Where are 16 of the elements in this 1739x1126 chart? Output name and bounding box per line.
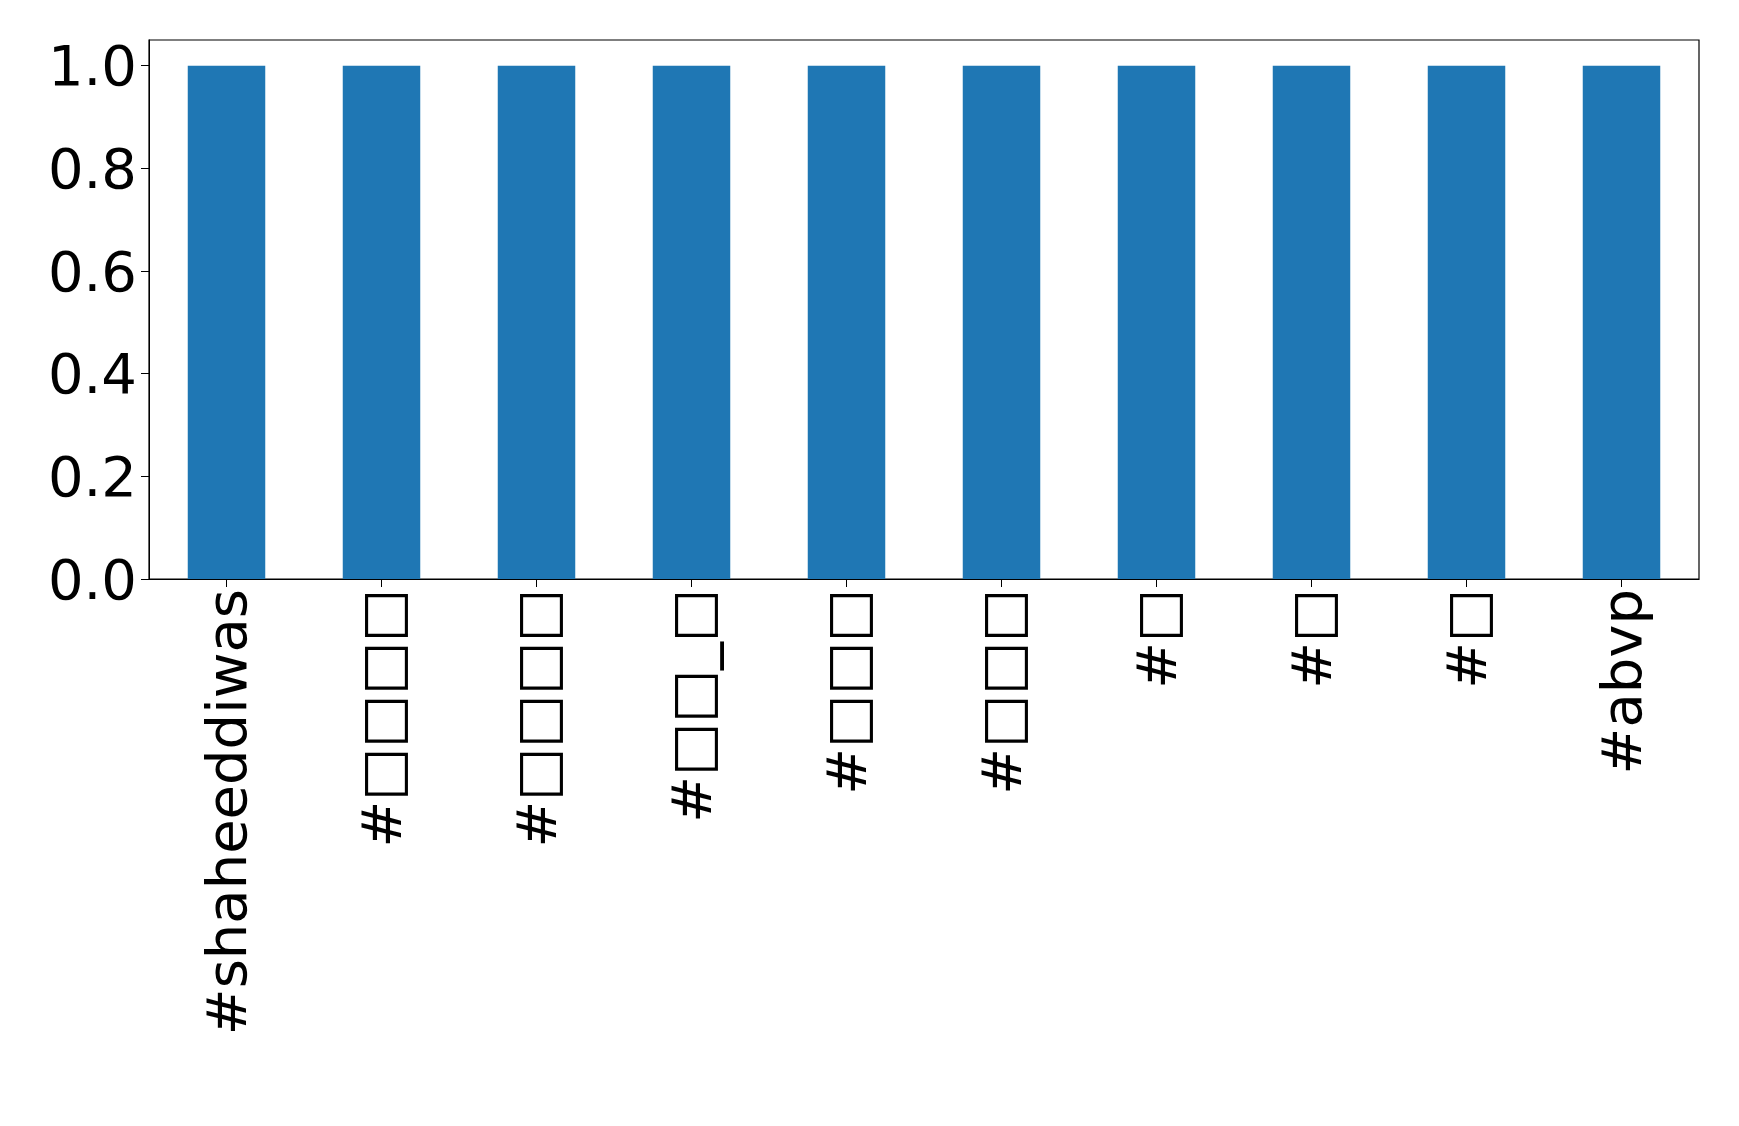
y-tick-label: 0.6 [47,238,137,304]
x-tick-label: #□□□□ [349,589,414,848]
x-tick-label: #□□□ [814,589,879,795]
y-tick-label: 0.2 [47,443,137,509]
y-tick-label: 0.0 [47,546,137,612]
x-tick-label: #□ [1124,589,1189,689]
x-tick-label: #shaheeddiwas [194,589,259,1036]
y-tick-label: 0.8 [47,135,137,201]
x-tick-label: #□ [1434,589,1499,689]
y-tick-label: 1.0 [47,33,137,99]
x-tick-label: #□□□□ [504,589,569,848]
x-tick-label: #□□_□ [659,589,724,823]
x-tick-label: #abvp [1589,589,1654,775]
x-tick-label: #□□□ [969,589,1034,795]
y-tick-label: 0.4 [47,341,137,407]
x-tick-label: #□ [1279,589,1344,689]
